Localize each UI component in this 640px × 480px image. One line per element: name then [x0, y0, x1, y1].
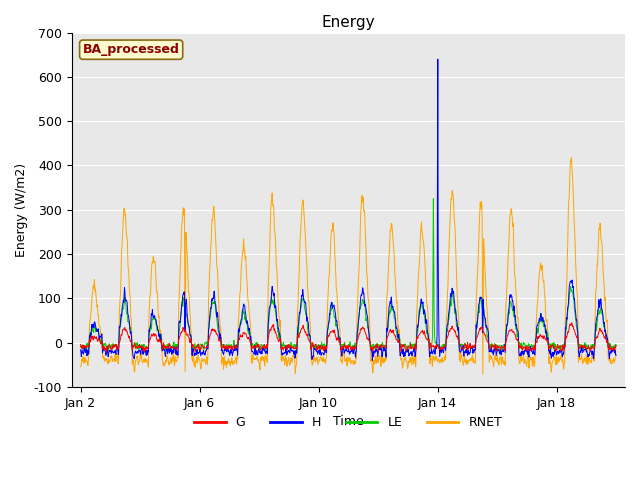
RNET — [502, 334, 509, 339]
Line: G: G — [81, 323, 616, 352]
RNET — [183, 244, 191, 250]
Legend: G, H, LE, RNET: G, H, LE, RNET — [189, 411, 508, 434]
G — [103, 349, 111, 355]
H — [183, 301, 191, 307]
H — [502, 333, 510, 339]
LE — [256, 343, 264, 349]
H — [256, 349, 264, 355]
G — [432, 344, 440, 349]
H — [434, 56, 442, 62]
G — [612, 342, 620, 348]
G — [183, 332, 191, 338]
Line: H: H — [81, 59, 616, 360]
RNET — [77, 364, 84, 370]
H — [612, 352, 620, 358]
Text: BA_processed: BA_processed — [83, 43, 180, 56]
RNET — [549, 358, 557, 364]
G — [549, 342, 557, 348]
RNET — [612, 352, 620, 358]
LE — [549, 345, 557, 350]
LE — [77, 344, 84, 349]
G — [77, 342, 84, 348]
LE — [612, 343, 620, 348]
RNET — [256, 364, 264, 370]
H — [432, 347, 440, 352]
H — [369, 358, 376, 363]
H — [196, 347, 204, 352]
LE — [262, 349, 270, 355]
H — [77, 347, 84, 353]
Y-axis label: Energy (W/m2): Energy (W/m2) — [15, 163, 28, 257]
Line: RNET: RNET — [81, 157, 616, 374]
G — [196, 345, 204, 351]
G — [568, 320, 575, 325]
RNET — [479, 372, 486, 377]
LE — [183, 312, 191, 317]
LE — [502, 327, 510, 333]
LE — [432, 339, 440, 345]
RNET — [196, 357, 204, 363]
G — [256, 347, 264, 353]
RNET — [431, 354, 439, 360]
LE — [429, 196, 437, 202]
X-axis label: Time: Time — [333, 415, 364, 428]
G — [502, 342, 509, 348]
Line: LE: LE — [81, 199, 616, 352]
Title: Energy: Energy — [321, 15, 375, 30]
RNET — [568, 155, 575, 160]
LE — [196, 344, 204, 349]
H — [549, 354, 557, 360]
